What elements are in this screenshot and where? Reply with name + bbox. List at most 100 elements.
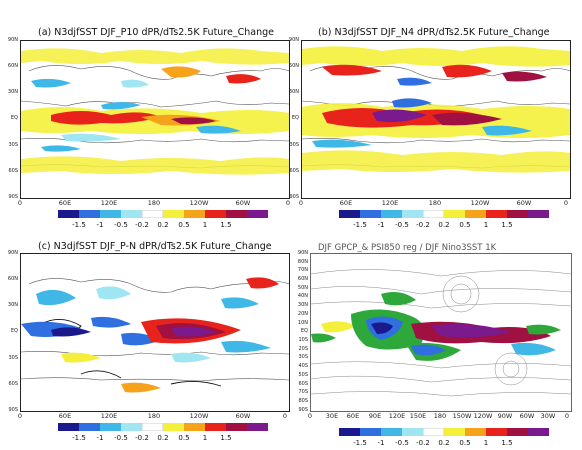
panel-c-lat-60s: 60S <box>8 381 18 387</box>
panel-b-lat-90s: 90S <box>289 194 299 200</box>
panel-b-title: (b) N3djfSST DJF_N4 dPR/dTs2.5K Future_C… <box>318 27 550 38</box>
colorbar-swatch <box>226 423 247 431</box>
panel-d-map-field <box>311 269 571 397</box>
colorbar-swatch <box>465 428 486 436</box>
colorbar-tick-label: 1 <box>202 434 208 442</box>
colorbar-swatch <box>423 210 444 218</box>
colorbar-swatch <box>184 423 205 431</box>
colorbar-swatch <box>423 428 444 436</box>
panel-d-lon-60e: 60E <box>346 412 360 420</box>
panel-c-lon-60w: 60W <box>235 412 251 420</box>
colorbar-swatch <box>402 428 423 436</box>
panel-d-lat-40n: 40N <box>297 293 308 299</box>
panel-c-lat-30n: 30N <box>7 302 18 308</box>
colorbar-tick-label: 0.5 <box>178 221 190 229</box>
colorbar-tick-label: -1.5 <box>72 221 86 229</box>
panel-a-lat-30s: 30S <box>8 142 18 148</box>
colorbar-tick-label: -0.5 <box>114 221 128 229</box>
panel-a-map-field <box>21 48 289 175</box>
panel-d-lon-0-end: 0 <box>564 412 570 420</box>
panel-c-lat-60n: 60N <box>7 276 18 282</box>
colorbar-swatch <box>163 210 184 218</box>
colorbar-tick-label: -0.2 <box>416 221 430 229</box>
panel-c-lat-90n: 90N <box>7 250 18 256</box>
colorbar-tick-label: 0.2 <box>157 221 169 229</box>
panel-d-lat-60s: 60S <box>298 381 308 387</box>
panel-a-lon-120w: 120W <box>189 199 209 207</box>
panel-a-lat-90n: 90N <box>7 37 18 43</box>
panel-b-lon-120e: 120E <box>381 199 399 207</box>
colorbar-swatch <box>226 210 247 218</box>
panel-c-colorbar <box>58 423 268 431</box>
panel-b-lon-0: 0 <box>298 199 304 207</box>
panel-c-lon-180: 180 <box>147 412 161 420</box>
colorbar-swatch <box>402 210 423 218</box>
colorbar-tick-label: 0.2 <box>157 434 169 442</box>
panel-d-lat-30s: 30S <box>298 354 308 360</box>
panel-d-lon-60w: 60W <box>519 412 535 420</box>
panel-b-lon-180: 180 <box>428 199 442 207</box>
colorbar-swatch <box>528 428 549 436</box>
colorbar-swatch <box>142 423 163 431</box>
panel-d-lat-80s: 80S <box>298 398 308 404</box>
panel-b-lon-60w: 60W <box>516 199 532 207</box>
panel-d-lat-60n: 60N <box>297 276 308 282</box>
panel-a-lon-60e: 60E <box>58 199 72 207</box>
colorbar-tick-label: 1.5 <box>220 434 232 442</box>
colorbar-swatch <box>507 210 528 218</box>
panel-d-lat-70s: 70S <box>298 389 308 395</box>
panel-d-lon-150w: 150W <box>452 412 472 420</box>
panel-a-lon-0: 0 <box>17 199 23 207</box>
panel-d-title: DJF GPCP_& PSI850 reg / DJF Nino3SST 1K <box>318 243 497 253</box>
colorbar-tick-label: -0.2 <box>135 221 149 229</box>
panel-a-lon-60w: 60W <box>235 199 251 207</box>
panel-d-lon-30w: 30W <box>540 412 556 420</box>
colorbar-tick-label: 0.5 <box>178 434 190 442</box>
colorbar-swatch <box>205 210 226 218</box>
panel-c-lon-120w: 120W <box>189 412 209 420</box>
colorbar-swatch <box>444 428 465 436</box>
colorbar-swatch <box>444 210 465 218</box>
panel-d-lon-180: 180 <box>433 412 447 420</box>
colorbar-tick-label: 0.5 <box>459 439 471 447</box>
panel-d-lat-90n: 90N <box>297 250 308 256</box>
panel-a-lon-180: 180 <box>147 199 161 207</box>
colorbar-tick-label: 0.5 <box>459 221 471 229</box>
colorbar-tick-label: 1 <box>483 439 489 447</box>
colorbar-swatch <box>100 423 121 431</box>
panel-a-lat-60s: 60S <box>8 168 18 174</box>
colorbar-tick-label: -1 <box>96 434 104 442</box>
panel-a-lon-120e: 120E <box>100 199 118 207</box>
panel-a-title: (a) N3djfSST DJF_P10 dPR/dTs2.5K Future_… <box>38 27 274 38</box>
panel-d-lon-30e: 30E <box>325 412 339 420</box>
colorbar-tick-label: 1.5 <box>220 221 232 229</box>
panel-d-lat-90s: 90S <box>298 407 308 413</box>
colorbar-swatch <box>360 428 381 436</box>
panel-d-lat-eq: EQ <box>300 328 308 334</box>
panel-d-lon-150e: 150E <box>409 412 427 420</box>
colorbar-swatch <box>142 210 163 218</box>
panel-d-lat-30n: 30N <box>297 302 308 308</box>
panel-c-lon-0: 0 <box>17 412 23 420</box>
panel-a-colorbar <box>58 210 268 218</box>
panel-c-lat-90s: 90S <box>8 407 18 413</box>
colorbar-tick-label: -1 <box>377 221 385 229</box>
panel-d-lat-50s: 50S <box>298 372 308 378</box>
colorbar-tick-label: -0.5 <box>114 434 128 442</box>
panel-a-lon-0-end: 0 <box>285 199 291 207</box>
panel-d-colorbar <box>339 428 549 436</box>
colorbar-swatch <box>339 428 360 436</box>
colorbar-swatch <box>465 210 486 218</box>
panel-b-colorbar <box>339 210 549 218</box>
panel-d-lon-90e: 90E <box>368 412 382 420</box>
panel-c-lon-60e: 60E <box>58 412 72 420</box>
colorbar-tick-label: -1 <box>96 221 104 229</box>
panel-c-lat-30s: 30S <box>8 355 18 361</box>
colorbar-swatch <box>360 210 381 218</box>
colorbar-swatch <box>381 210 402 218</box>
colorbar-tick-label: -0.5 <box>395 439 409 447</box>
colorbar-swatch <box>58 423 79 431</box>
colorbar-tick-label: 0.2 <box>438 439 450 447</box>
colorbar-swatch <box>184 210 205 218</box>
panel-d-lon-0: 0 <box>307 412 313 420</box>
